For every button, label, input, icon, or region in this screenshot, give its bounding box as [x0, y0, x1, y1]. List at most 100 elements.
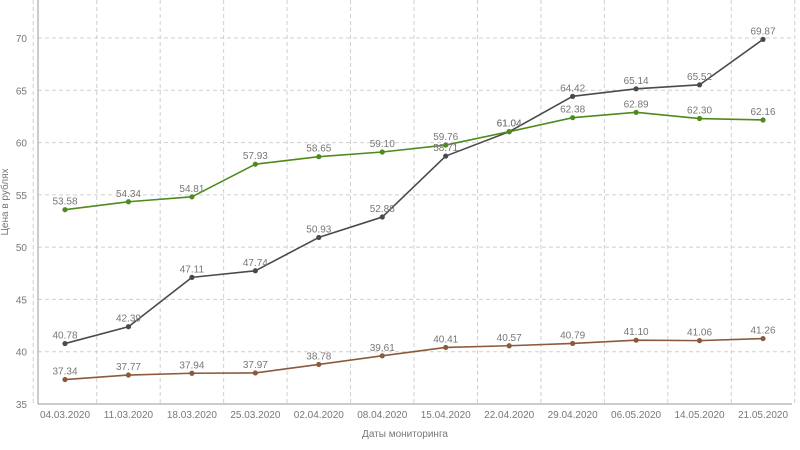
data-label: 37.77 [116, 362, 141, 373]
data-label: 40.78 [52, 331, 77, 342]
data-point [62, 340, 68, 347]
data-label: 54.34 [116, 189, 141, 200]
data-label: 65.52 [687, 72, 712, 83]
data-label: 65.14 [624, 76, 649, 87]
data-label: 54.81 [179, 184, 204, 195]
y-tick-label: 70 [16, 34, 28, 45]
data-point [570, 93, 576, 99]
data-point [760, 36, 766, 42]
x-tick-label: 29.04.2020 [548, 410, 598, 421]
data-point [633, 109, 639, 115]
data-point [696, 82, 703, 88]
data-label: 40.41 [433, 334, 458, 345]
data-point [696, 115, 703, 122]
y-axis-title: Цена в рублях [0, 168, 11, 235]
data-point [316, 361, 322, 368]
data-point [633, 337, 639, 343]
data-label: 41.10 [624, 327, 649, 338]
x-tick-label: 18.03.2020 [167, 410, 217, 421]
data-label: 69.87 [750, 26, 775, 37]
data-label: 62.30 [687, 106, 712, 117]
data-label: 61.04 [497, 119, 522, 130]
data-labels: 40.78 42.39 47.11 47.74 50.93 52.88 58.71 61.04… [52, 26, 775, 377]
data-point [252, 370, 258, 376]
data-point [760, 117, 766, 123]
data-point [379, 353, 385, 359]
series-line [64, 38, 764, 345]
series-layer [62, 36, 766, 383]
data-label: 59.76 [433, 132, 458, 143]
data-label: 40.57 [497, 333, 522, 344]
data-label: 58.71 [433, 143, 458, 154]
y-tick-label: 40 [16, 348, 28, 359]
data-label: 42.39 [116, 314, 141, 325]
x-axis-title: Даты мониторинга [362, 429, 448, 440]
data-label: 53.58 [52, 197, 77, 208]
data-label: 62.38 [560, 105, 585, 116]
data-point [125, 199, 132, 205]
x-tick-label: 06.05.2020 [611, 410, 661, 421]
data-label: 64.42 [560, 83, 585, 94]
data-point [506, 343, 512, 349]
data-point [696, 338, 703, 344]
data-point [760, 335, 766, 342]
data-label: 37.34 [52, 367, 77, 378]
data-label: 50.93 [306, 224, 331, 235]
x-tick-label: 08.04.2020 [357, 410, 407, 421]
data-point [189, 194, 195, 200]
data-point [62, 376, 68, 383]
data-point [189, 370, 195, 376]
x-tick-label: 22.04.2020 [484, 410, 534, 421]
x-tick-label: 02.04.2020 [294, 410, 344, 421]
data-point [570, 115, 576, 121]
data-point [125, 372, 132, 378]
y-tick-label: 55 [16, 191, 28, 202]
grid [32, 0, 796, 404]
data-point [570, 340, 576, 347]
data-label: 57.93 [243, 151, 268, 162]
axes: 35 40 45 50 55 60 65 70 04.03.2020 11.03.2020 18.0… [16, 0, 792, 421]
x-tick-label: 11.03.2020 [104, 410, 154, 421]
data-label: 38.78 [306, 351, 331, 362]
data-label: 41.06 [687, 328, 712, 339]
data-point [125, 324, 132, 330]
y-tick-label: 35 [16, 400, 28, 411]
data-label: 62.89 [624, 99, 649, 110]
data-label: 37.94 [179, 360, 204, 371]
data-point [379, 149, 385, 155]
data-point [189, 274, 195, 280]
series-line [64, 111, 764, 211]
y-tick-label: 50 [16, 243, 28, 254]
x-tick-label: 25.03.2020 [230, 410, 280, 421]
x-tick-label: 14.05.2020 [675, 410, 725, 421]
data-label: 58.65 [306, 144, 331, 155]
data-label: 41.26 [750, 326, 775, 337]
data-point [506, 129, 512, 135]
data-point [252, 268, 258, 274]
data-label: 40.79 [560, 330, 585, 341]
y-tick-label: 45 [16, 295, 28, 306]
data-point [252, 161, 258, 167]
data-point [316, 234, 322, 241]
data-label: 47.74 [243, 258, 268, 269]
data-point [62, 207, 68, 213]
data-label: 39.61 [370, 343, 395, 354]
data-point [443, 153, 449, 159]
data-point [443, 344, 449, 351]
data-point [379, 214, 385, 220]
data-label: 62.16 [750, 107, 775, 118]
data-label: 61.04 [497, 119, 522, 130]
data-point [316, 154, 322, 160]
data-label: 59.10 [370, 139, 395, 150]
data-label: 37.97 [243, 360, 268, 371]
data-point [443, 142, 449, 148]
y-tick-label: 65 [16, 86, 28, 97]
series-line [64, 337, 764, 381]
x-tick-label: 15.04.2020 [421, 410, 471, 421]
x-tick-label: 21.05.2020 [738, 410, 788, 421]
data-label: 47.11 [180, 264, 205, 275]
data-point [633, 86, 639, 92]
data-label: 52.88 [370, 204, 395, 215]
x-tick-label: 04.03.2020 [40, 410, 90, 421]
